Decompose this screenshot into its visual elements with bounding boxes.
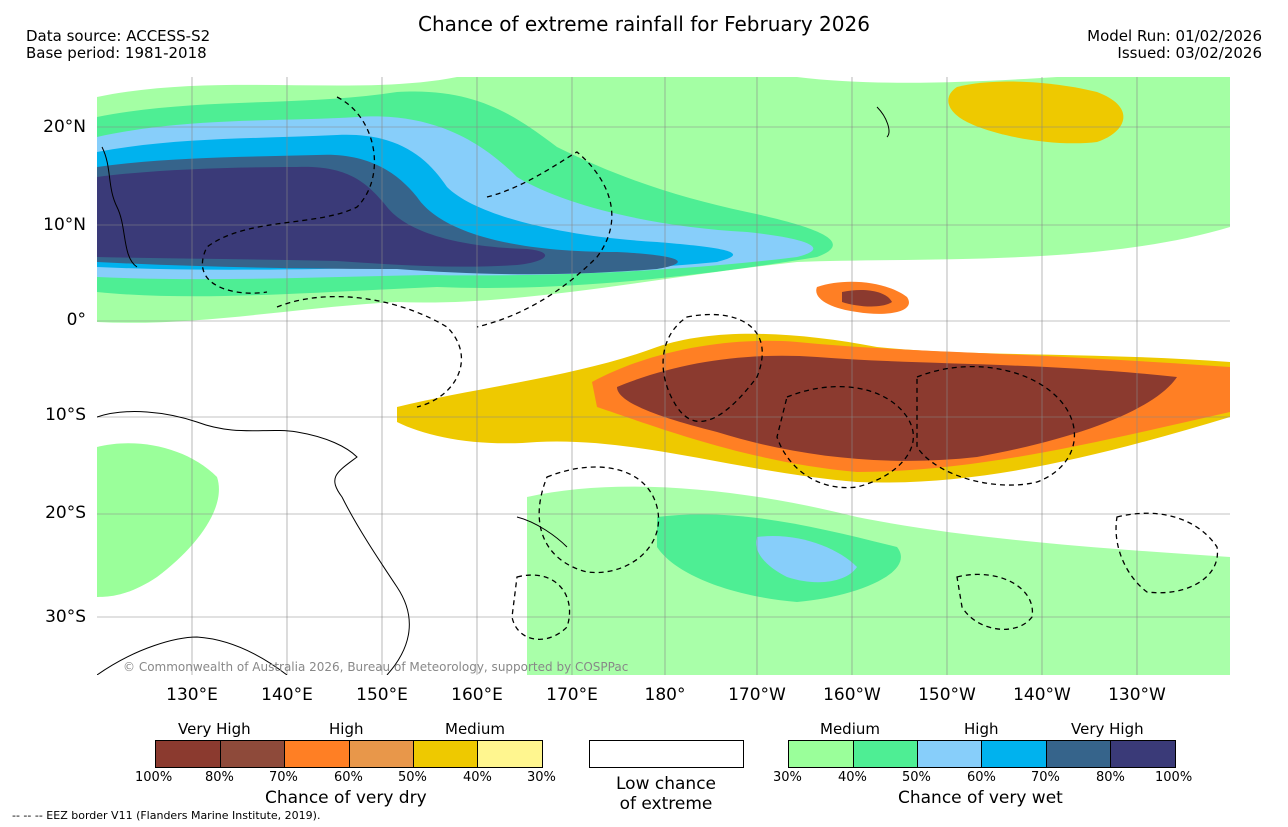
wet-category-very-high: Very High [1071,720,1144,738]
dry-pct-30: 30% [527,770,556,785]
rainfall-map [97,77,1230,675]
lon-label-150e: 150°E [356,685,408,705]
lat-label-equator: 0° [66,310,86,330]
wet-pct-50: 50% [902,770,931,785]
wet-swatch-4 [982,741,1047,767]
lon-label-130w: 130°W [1108,685,1166,705]
dry-pct-60: 60% [334,770,363,785]
lat-label-10n: 10°N [43,215,86,235]
wet-colorbar [788,740,1176,768]
dry-pct-50: 50% [398,770,427,785]
wet-anomaly-north [97,77,1230,323]
wet-swatch-3 [918,741,982,767]
low-chance-line1: Low chance [616,774,716,794]
dry-swatch-2 [221,741,285,767]
eez-borders [201,96,1219,640]
header-right: Model Run: 01/02/2026 Issued: 03/02/2026 [1087,28,1262,62]
wet-swatch-5 [1047,741,1111,767]
map-title: Chance of extreme rainfall for February … [418,12,870,36]
low-chance-line2: of extreme [619,794,713,814]
lon-label-180: 180° [644,685,686,705]
wet-pct-30: 30% [773,770,802,785]
lon-label-160w: 160°W [823,685,881,705]
dry-pct-70: 70% [269,770,298,785]
wet-category-high: High [964,720,999,738]
lat-label-30s: 30°S [45,607,86,627]
wet-pct-40: 40% [838,770,867,785]
base-period-text: Base period: 1981-2018 [26,44,207,62]
dry-pct-40: 40% [463,770,492,785]
copyright-notice: © Commonwealth of Australia 2026, Bureau… [123,660,629,674]
wet-swatch-6 [1111,741,1175,767]
dry-legend-title: Chance of very dry [265,788,427,808]
wet-swatch-2 [854,741,918,767]
lon-label-150w: 150°W [918,685,976,705]
map-canvas [97,77,1230,675]
lon-label-130e: 130°E [166,685,218,705]
dry-swatch-3 [285,741,350,767]
dry-category-medium: Medium [445,720,505,738]
model-run-text: Model Run: 01/02/2026 [1087,27,1262,45]
lat-label-20n: 20°N [43,117,86,137]
wet-swatch-1 [789,741,854,767]
lat-label-10s: 10°S [45,405,86,425]
dry-swatch-1 [156,741,221,767]
lat-label-20s: 20°S [45,503,86,523]
lon-label-160e: 160°E [451,685,503,705]
low-chance-label: Low chance of extreme [575,774,757,814]
wet-pct-70: 70% [1031,770,1060,785]
wet-legend-title: Chance of very wet [898,788,1063,808]
low-chance-swatch [589,740,744,768]
dry-swatch-5 [414,741,478,767]
wet-pct-100: 100% [1155,770,1193,785]
dry-category-high: High [329,720,364,738]
dry-category-very-high: Very High [178,720,251,738]
lon-label-140e: 140°E [261,685,313,705]
wet-pct-80: 80% [1096,770,1125,785]
lon-label-140w: 140°W [1013,685,1071,705]
dry-pct-80: 80% [205,770,234,785]
coastlines [97,106,890,675]
grid-lines [97,77,1230,675]
wet-anomaly-south [97,443,1230,675]
issued-text: Issued: 03/02/2026 [1117,44,1262,62]
data-source-text: Data source: ACCESS-S2 [26,27,211,45]
header-left: Data source: ACCESS-S2 Base period: 1981… [26,28,210,62]
eez-footnote: -- -- -- EEZ border V11 (Flanders Marine… [12,809,321,822]
dry-colorbar [155,740,543,768]
wet-pct-60: 60% [967,770,996,785]
dry-swatch-4 [350,741,414,767]
wet-category-medium: Medium [820,720,880,738]
dry-swatch-6 [478,741,542,767]
lon-label-170e: 170°E [546,685,598,705]
lon-label-170w: 170°W [728,685,786,705]
dry-pct-100: 100% [135,770,173,785]
